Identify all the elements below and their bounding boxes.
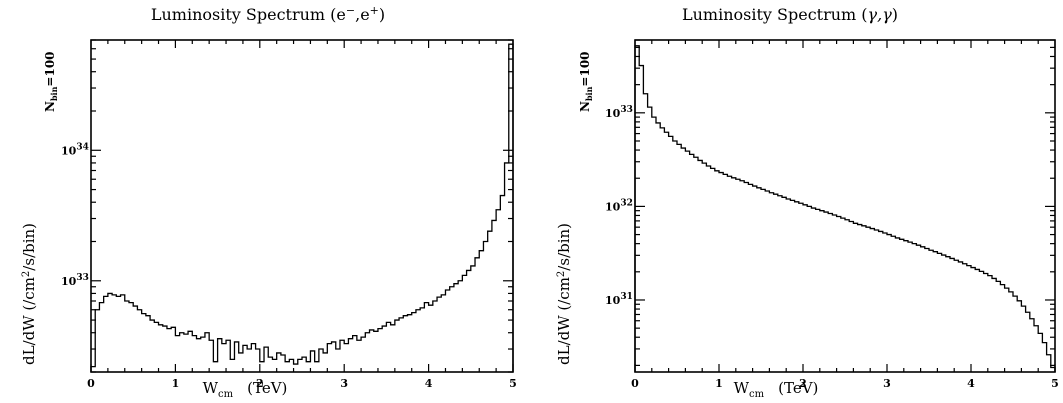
chart-title: Luminosity Spectrum (e−,e+): [151, 4, 385, 24]
x-axis-label: Wcm (TeV): [734, 379, 819, 400]
x-tick-label: 5: [1051, 377, 1059, 390]
plot-area: 0 1 2 3 4 5 1033 1034: [61, 39, 517, 390]
y-tick-label: 1033: [61, 273, 89, 288]
y-tick-label: 1033: [605, 105, 633, 120]
histogram-series: [90, 43, 514, 372]
x-tick-label: 0: [631, 377, 639, 390]
plot-area: 0 1 2 3 4 5 1031 1032 1033: [605, 39, 1059, 390]
x-axis-label: Wcm (TeV): [203, 379, 288, 400]
y-tick-label: 1032: [605, 198, 633, 213]
x-tick-label: 3: [883, 377, 891, 390]
chart-title: Luminosity Spectrum (γ,γ): [682, 5, 898, 24]
histogram-series: [634, 45, 1056, 372]
x-tick-label: 2: [799, 377, 807, 390]
plot-frame: [634, 39, 1056, 373]
x-tick-label: 3: [340, 377, 348, 390]
chart-panel-gg: Luminosity Spectrum (γ,γ) dL/dW (/cm2/s/…: [532, 0, 1063, 403]
y-tick-label: 1031: [605, 292, 633, 307]
x-tick-label: 1: [715, 377, 723, 390]
x-tick-label: 0: [87, 377, 95, 390]
chart-svg-ee: Luminosity Spectrum (e−,e+) dL/dW (/cm2/…: [20, 4, 517, 400]
chart-panel-ee: Luminosity Spectrum (e−,e+) dL/dW (/cm2/…: [0, 0, 531, 403]
x-tick-label: 1: [172, 377, 180, 390]
y-axis-label: dL/dW (/cm2/s/bin): [20, 223, 38, 365]
x-tick-label: 2: [256, 377, 264, 390]
chart-svg-gg: Luminosity Spectrum (γ,γ) dL/dW (/cm2/s/…: [555, 5, 1059, 400]
x-tick-label: 5: [509, 377, 517, 390]
x-tick-label: 4: [425, 377, 433, 390]
y-tick-label: 1034: [61, 142, 89, 157]
y-axis-label: dL/dW (/cm2/s/bin): [555, 223, 573, 365]
nbin-note: Nbin=100: [578, 51, 594, 112]
x-tick-label: 4: [967, 377, 975, 390]
nbin-note: Nbin=100: [43, 51, 59, 112]
